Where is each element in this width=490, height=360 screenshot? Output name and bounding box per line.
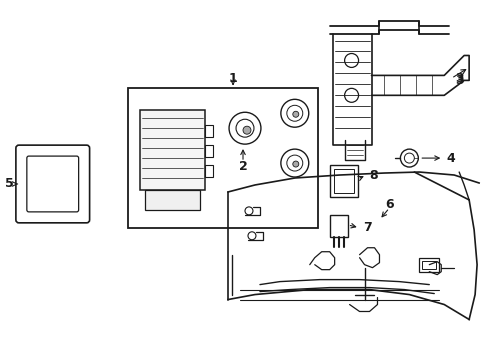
Bar	[128, 88, 318, 228]
Text: 3: 3	[455, 74, 464, 87]
Text: 2: 2	[239, 159, 247, 172]
Circle shape	[404, 153, 415, 163]
Circle shape	[281, 149, 309, 177]
Circle shape	[344, 54, 359, 67]
Circle shape	[236, 119, 254, 137]
Bar	[141, 110, 205, 190]
Circle shape	[287, 155, 303, 171]
Circle shape	[293, 161, 299, 167]
Circle shape	[281, 99, 309, 127]
FancyBboxPatch shape	[27, 156, 78, 212]
FancyBboxPatch shape	[16, 145, 90, 223]
Bar	[419, 258, 439, 272]
Bar	[205, 165, 213, 177]
Bar	[330, 215, 347, 237]
Bar	[422, 261, 436, 269]
Bar	[146, 190, 200, 210]
Circle shape	[229, 112, 261, 144]
Circle shape	[400, 149, 418, 167]
Text: 3: 3	[455, 72, 464, 85]
Bar	[330, 165, 358, 197]
Bar	[205, 125, 213, 137]
Circle shape	[287, 105, 303, 121]
Circle shape	[293, 111, 299, 117]
Text: 6: 6	[385, 198, 394, 211]
Text: 5: 5	[4, 177, 13, 190]
Text: 7: 7	[363, 221, 372, 234]
Circle shape	[248, 232, 256, 240]
Bar	[205, 145, 213, 157]
Circle shape	[245, 207, 253, 215]
Circle shape	[344, 88, 359, 102]
Text: 8: 8	[369, 168, 378, 181]
Bar	[334, 169, 354, 193]
Text: 4: 4	[447, 152, 456, 165]
Circle shape	[243, 126, 251, 134]
Text: 1: 1	[229, 72, 238, 85]
